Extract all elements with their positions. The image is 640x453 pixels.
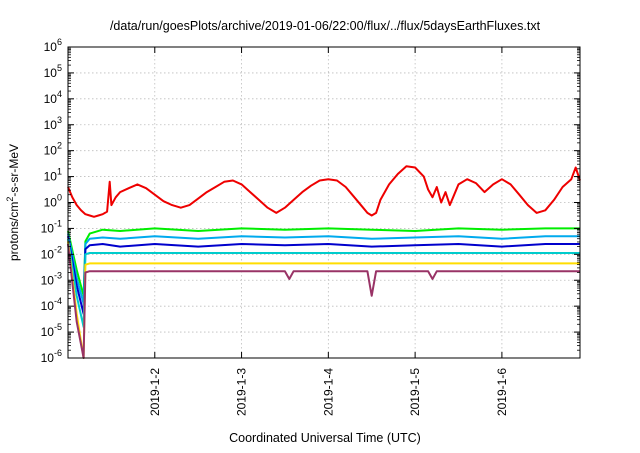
x-tick-label: 2019-1-6 xyxy=(495,368,509,416)
series-line-1 xyxy=(67,165,581,218)
y-tick-label: 104 xyxy=(44,89,62,106)
y-tick-label: 10-1 xyxy=(41,218,62,235)
series-line-6 xyxy=(67,241,580,359)
grid-lines xyxy=(68,47,580,358)
x-axis-label: Coordinated Universal Time (UTC) xyxy=(229,431,421,445)
x-tick-label: 2019-1-3 xyxy=(235,368,249,416)
y-tick-label: 102 xyxy=(44,141,62,158)
y-tick-label: 10-6 xyxy=(41,348,62,365)
chart-title: /data/run/goesPlots/archive/2019-01-06/2… xyxy=(110,19,541,33)
y-axis-label-sup: 2 xyxy=(5,197,15,202)
series-line-4 xyxy=(67,236,580,315)
y-tick-label: 10-2 xyxy=(41,244,62,261)
y-tick-label: 101 xyxy=(44,167,62,184)
y-tick-label: 106 xyxy=(44,37,62,54)
y-tick-label: 10-5 xyxy=(41,322,62,339)
y-axis-ticks: 10-6 10-5 10-4 10-3 10-2 10-1 100 101 102 103 104 1… xyxy=(41,37,580,365)
x-axis-ticks: 2019-1-2 2019-1-3 2019-1-4 2019-1-5 2019-1-6 xyxy=(148,47,509,416)
y-axis-label: protons/cm2-s-sr-MeV xyxy=(5,144,21,261)
y-tick-label: 103 xyxy=(44,115,62,132)
x-tick-label: 2019-1-4 xyxy=(321,368,335,416)
y-tick-label: 10-3 xyxy=(41,270,62,287)
x-tick-label: 2019-1-5 xyxy=(408,368,422,416)
x-tick-label: 2019-1-2 xyxy=(148,368,162,416)
y-tick-label: 100 xyxy=(44,193,62,210)
y-axis-label-pre: protons/cm xyxy=(7,202,21,261)
y-tick-label: 10-4 xyxy=(41,296,62,313)
series-line-5 xyxy=(67,238,580,328)
series-line-7 xyxy=(67,243,580,359)
y-tick-label: 105 xyxy=(44,63,62,80)
data-series xyxy=(67,165,581,359)
y-axis-label-post: -s-sr-MeV xyxy=(7,144,21,197)
